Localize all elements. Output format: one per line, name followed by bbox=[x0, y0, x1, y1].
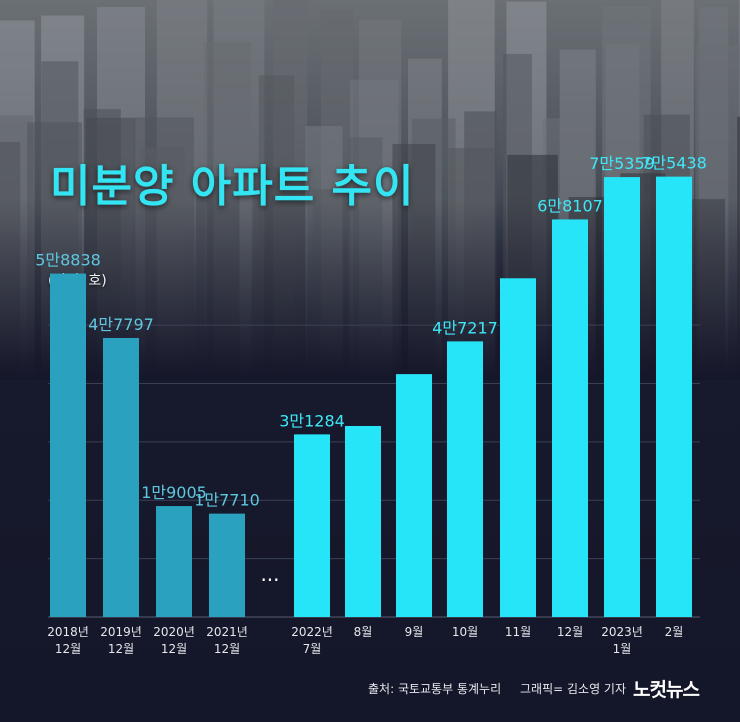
bar bbox=[50, 273, 86, 617]
data-label: 7만5359 bbox=[589, 154, 655, 173]
bar bbox=[156, 506, 192, 617]
x-tick-label: 2018년 bbox=[47, 625, 89, 639]
bar bbox=[552, 219, 588, 617]
data-label: 4만7217 bbox=[432, 318, 498, 337]
x-tick-label: 2020년 bbox=[153, 625, 195, 639]
x-tick-label: 9월 bbox=[405, 625, 424, 639]
x-tick-label: 2월 bbox=[665, 625, 684, 639]
data-label: 1만7710 bbox=[194, 491, 260, 510]
x-tick-label: 12월 bbox=[55, 642, 81, 656]
x-tick-label: 1월 bbox=[613, 642, 632, 656]
x-tick-label: 8월 bbox=[354, 625, 373, 639]
data-label: 6만8107 bbox=[537, 196, 603, 215]
x-tick-label: 12월 bbox=[214, 642, 240, 656]
data-label: 7만5438 bbox=[641, 154, 707, 173]
x-tick-label: 12월 bbox=[161, 642, 187, 656]
bar bbox=[447, 341, 483, 617]
x-tick-label: 7월 bbox=[303, 642, 322, 656]
data-label: 4만7797 bbox=[88, 315, 154, 334]
bar bbox=[656, 176, 692, 617]
bar bbox=[396, 374, 432, 617]
data-label: 3만1284 bbox=[279, 411, 345, 430]
gap-ellipsis: ··· bbox=[260, 568, 279, 592]
x-tick-label: 10월 bbox=[452, 625, 478, 639]
x-tick-label: 12월 bbox=[557, 625, 583, 639]
chart-title: 미분양 아파트 추이 bbox=[50, 161, 415, 212]
x-tick-label: 12월 bbox=[108, 642, 134, 656]
bar bbox=[500, 278, 536, 617]
nocut-news-logo: 노컷뉴스 bbox=[633, 679, 700, 701]
data-label: 1만9005 bbox=[141, 483, 207, 502]
data-label: 5만8838 bbox=[35, 251, 101, 270]
graphic-credit: 그래픽= 김소영 기자 bbox=[520, 682, 627, 696]
x-tick-label: 2022년 bbox=[291, 625, 333, 639]
source-note: 출처: 국토교통부 통계누리 bbox=[368, 682, 502, 696]
x-tick-label: 2021년 bbox=[206, 625, 248, 639]
x-tick-label: 11월 bbox=[505, 625, 531, 639]
bar bbox=[294, 434, 330, 617]
bar bbox=[345, 425, 381, 617]
x-tick-label: 2023년 bbox=[601, 625, 643, 639]
bar bbox=[209, 513, 245, 617]
bar bbox=[103, 337, 139, 617]
bar bbox=[604, 177, 640, 617]
x-tick-label: 2019년 bbox=[100, 625, 142, 639]
